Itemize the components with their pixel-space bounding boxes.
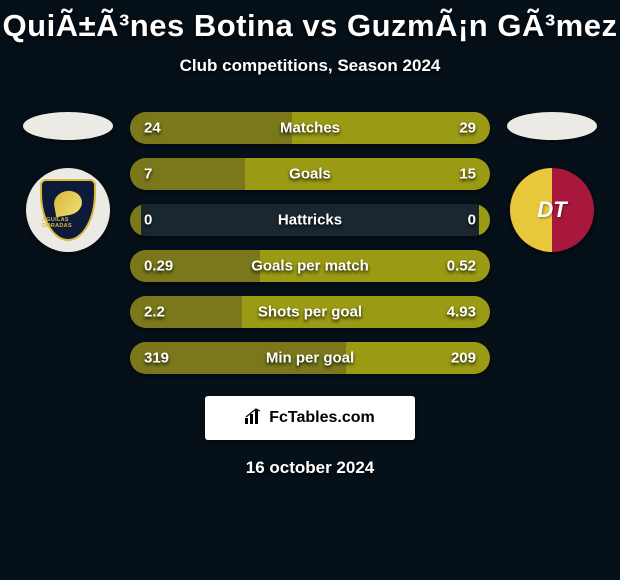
footer-date: 16 october 2024 <box>0 458 620 478</box>
stat-row: 0.29 0.52 Goals per match <box>130 250 490 282</box>
shield-icon: AGUILAS DORADAS <box>40 179 96 241</box>
stat-label: Matches <box>280 120 340 137</box>
left-logo-label: AGUILAS DORADAS <box>42 217 94 229</box>
right-team-column: DT <box>502 112 602 252</box>
stat-value-right: 0.52 <box>447 258 476 275</box>
stat-value-left: 319 <box>144 350 169 367</box>
brand-badge: FcTables.com <box>205 396 415 440</box>
stat-row: 7 15 Goals <box>130 158 490 190</box>
stat-value-left: 0.29 <box>144 258 173 275</box>
stat-value-left: 0 <box>144 212 152 229</box>
stat-value-right: 0 <box>468 212 476 229</box>
stat-value-right: 209 <box>451 350 476 367</box>
brand-text: FcTables.com <box>269 409 375 427</box>
stat-row: 319 209 Min per goal <box>130 342 490 374</box>
right-flag-icon <box>507 112 597 140</box>
stats-column: 24 29 Matches 7 15 Goals 0 0 Hattricks 0.29 0.52 Go… <box>130 112 490 374</box>
chart-icon <box>245 408 263 429</box>
stat-fill-right <box>479 204 490 236</box>
stat-value-right: 15 <box>459 166 476 183</box>
stat-value-left: 2.2 <box>144 304 165 321</box>
right-team-logo: DT <box>510 168 594 252</box>
stat-label: Hattricks <box>278 212 342 229</box>
stat-value-left: 24 <box>144 120 161 137</box>
eagle-wing-icon <box>52 189 84 217</box>
stat-fill-left <box>130 204 141 236</box>
stat-row: 2.2 4.93 Shots per goal <box>130 296 490 328</box>
stat-fill-right <box>245 158 490 190</box>
left-team-column: AGUILAS DORADAS <box>18 112 118 252</box>
right-logo-text: DT <box>537 197 566 223</box>
stat-value-right: 29 <box>459 120 476 137</box>
page-title: QuiÃ±Ã³nes Botina vs GuzmÃ¡n GÃ³mez <box>0 8 620 44</box>
stat-value-left: 7 <box>144 166 152 183</box>
stat-row: 0 0 Hattricks <box>130 204 490 236</box>
stat-label: Goals per match <box>251 258 369 275</box>
stat-label: Goals <box>289 166 331 183</box>
left-team-logo: AGUILAS DORADAS <box>26 168 110 252</box>
stat-value-right: 4.93 <box>447 304 476 321</box>
stat-label: Min per goal <box>266 350 354 367</box>
main-row: AGUILAS DORADAS 24 29 Matches 7 15 Goals 0 0 Hat… <box>0 112 620 374</box>
subtitle: Club competitions, Season 2024 <box>0 56 620 76</box>
stat-row: 24 29 Matches <box>130 112 490 144</box>
comparison-infographic: QuiÃ±Ã³nes Botina vs GuzmÃ¡n GÃ³mez Club… <box>0 0 620 580</box>
left-flag-icon <box>23 112 113 140</box>
stat-label: Shots per goal <box>258 304 362 321</box>
